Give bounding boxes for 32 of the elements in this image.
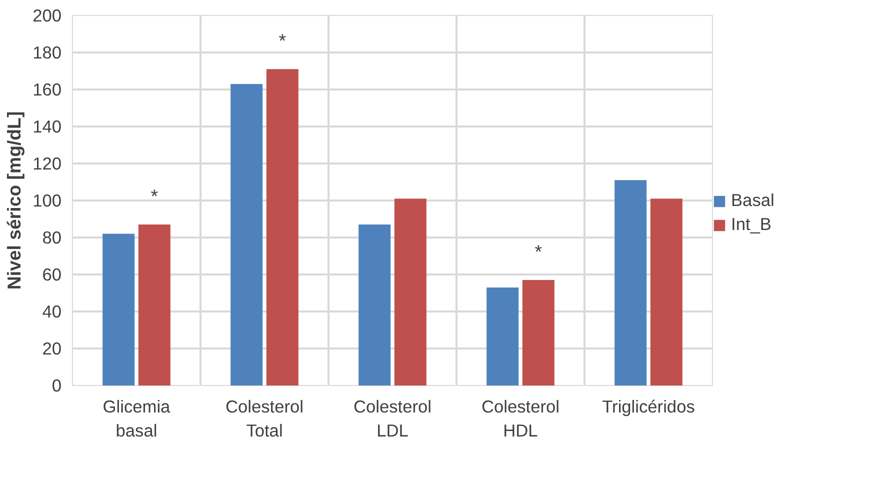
x-tick-label: Triglicéridos — [602, 396, 696, 416]
y-tick-label: 40 — [42, 302, 62, 322]
x-tick-label: Colesterol Total — [225, 396, 304, 440]
y-tick-label: 0 — [52, 376, 62, 396]
bar — [522, 280, 554, 386]
y-tick-label: 200 — [32, 6, 62, 26]
bar — [650, 198, 682, 386]
y-tick-label: 160 — [32, 80, 62, 100]
y-axis-title: Nivel sérico [mg/dL] — [4, 111, 25, 290]
legend-label: Int_B — [731, 214, 772, 235]
bar — [486, 287, 519, 386]
data-label: * — [278, 30, 286, 52]
x-tick-label: Glicemia basal — [102, 396, 171, 440]
y-tick-label: 180 — [32, 42, 62, 62]
y-tick-label: 60 — [42, 264, 62, 284]
bar — [614, 180, 647, 386]
bar — [394, 198, 426, 386]
y-tick-label: 140 — [32, 116, 62, 136]
y-tick-label: 100 — [32, 190, 62, 210]
y-tick-label: 120 — [32, 154, 62, 174]
bar — [230, 84, 263, 386]
legend-label: Basal — [731, 190, 774, 211]
bar — [358, 224, 391, 386]
data-label: * — [150, 186, 158, 207]
bar — [138, 224, 170, 386]
x-tick-label: Colesterol LDL — [353, 396, 432, 440]
x-tick-label: Colesterol HDL — [481, 396, 560, 440]
y-tick-label: 20 — [42, 338, 62, 358]
bar — [102, 234, 135, 386]
bar — [266, 69, 298, 386]
data-label: * — [534, 241, 542, 262]
y-tick-label: 80 — [42, 228, 62, 248]
